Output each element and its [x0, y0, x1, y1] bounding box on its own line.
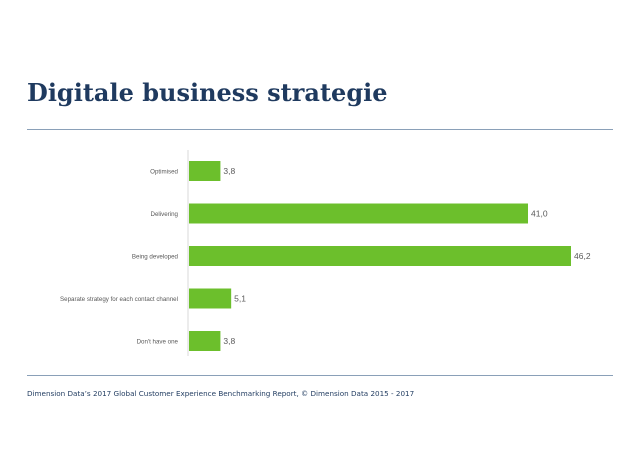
- value-label: 3,8: [223, 166, 235, 176]
- category-label: Optimised: [150, 169, 178, 176]
- title-divider: [27, 129, 613, 130]
- footer-source: Dimension Data’s 2017 Global Customer Ex…: [27, 389, 415, 398]
- category-label: Separate strategy for each contact chann…: [60, 296, 178, 303]
- bar: [189, 288, 232, 309]
- slide-title: Digitale business strategie: [27, 78, 388, 107]
- bar: [189, 331, 221, 351]
- category-label: Don't have one: [137, 339, 179, 346]
- value-label: 41,0: [531, 209, 548, 219]
- bar: [189, 161, 221, 181]
- value-label: 3,8: [223, 336, 235, 346]
- value-label: 46,2: [574, 251, 591, 261]
- category-label: Delivering: [150, 211, 178, 218]
- footer-divider: [27, 375, 613, 376]
- bar: [189, 246, 571, 266]
- category-label: Being developed: [132, 254, 179, 261]
- value-label: 5,1: [234, 294, 246, 304]
- bar: [189, 203, 529, 224]
